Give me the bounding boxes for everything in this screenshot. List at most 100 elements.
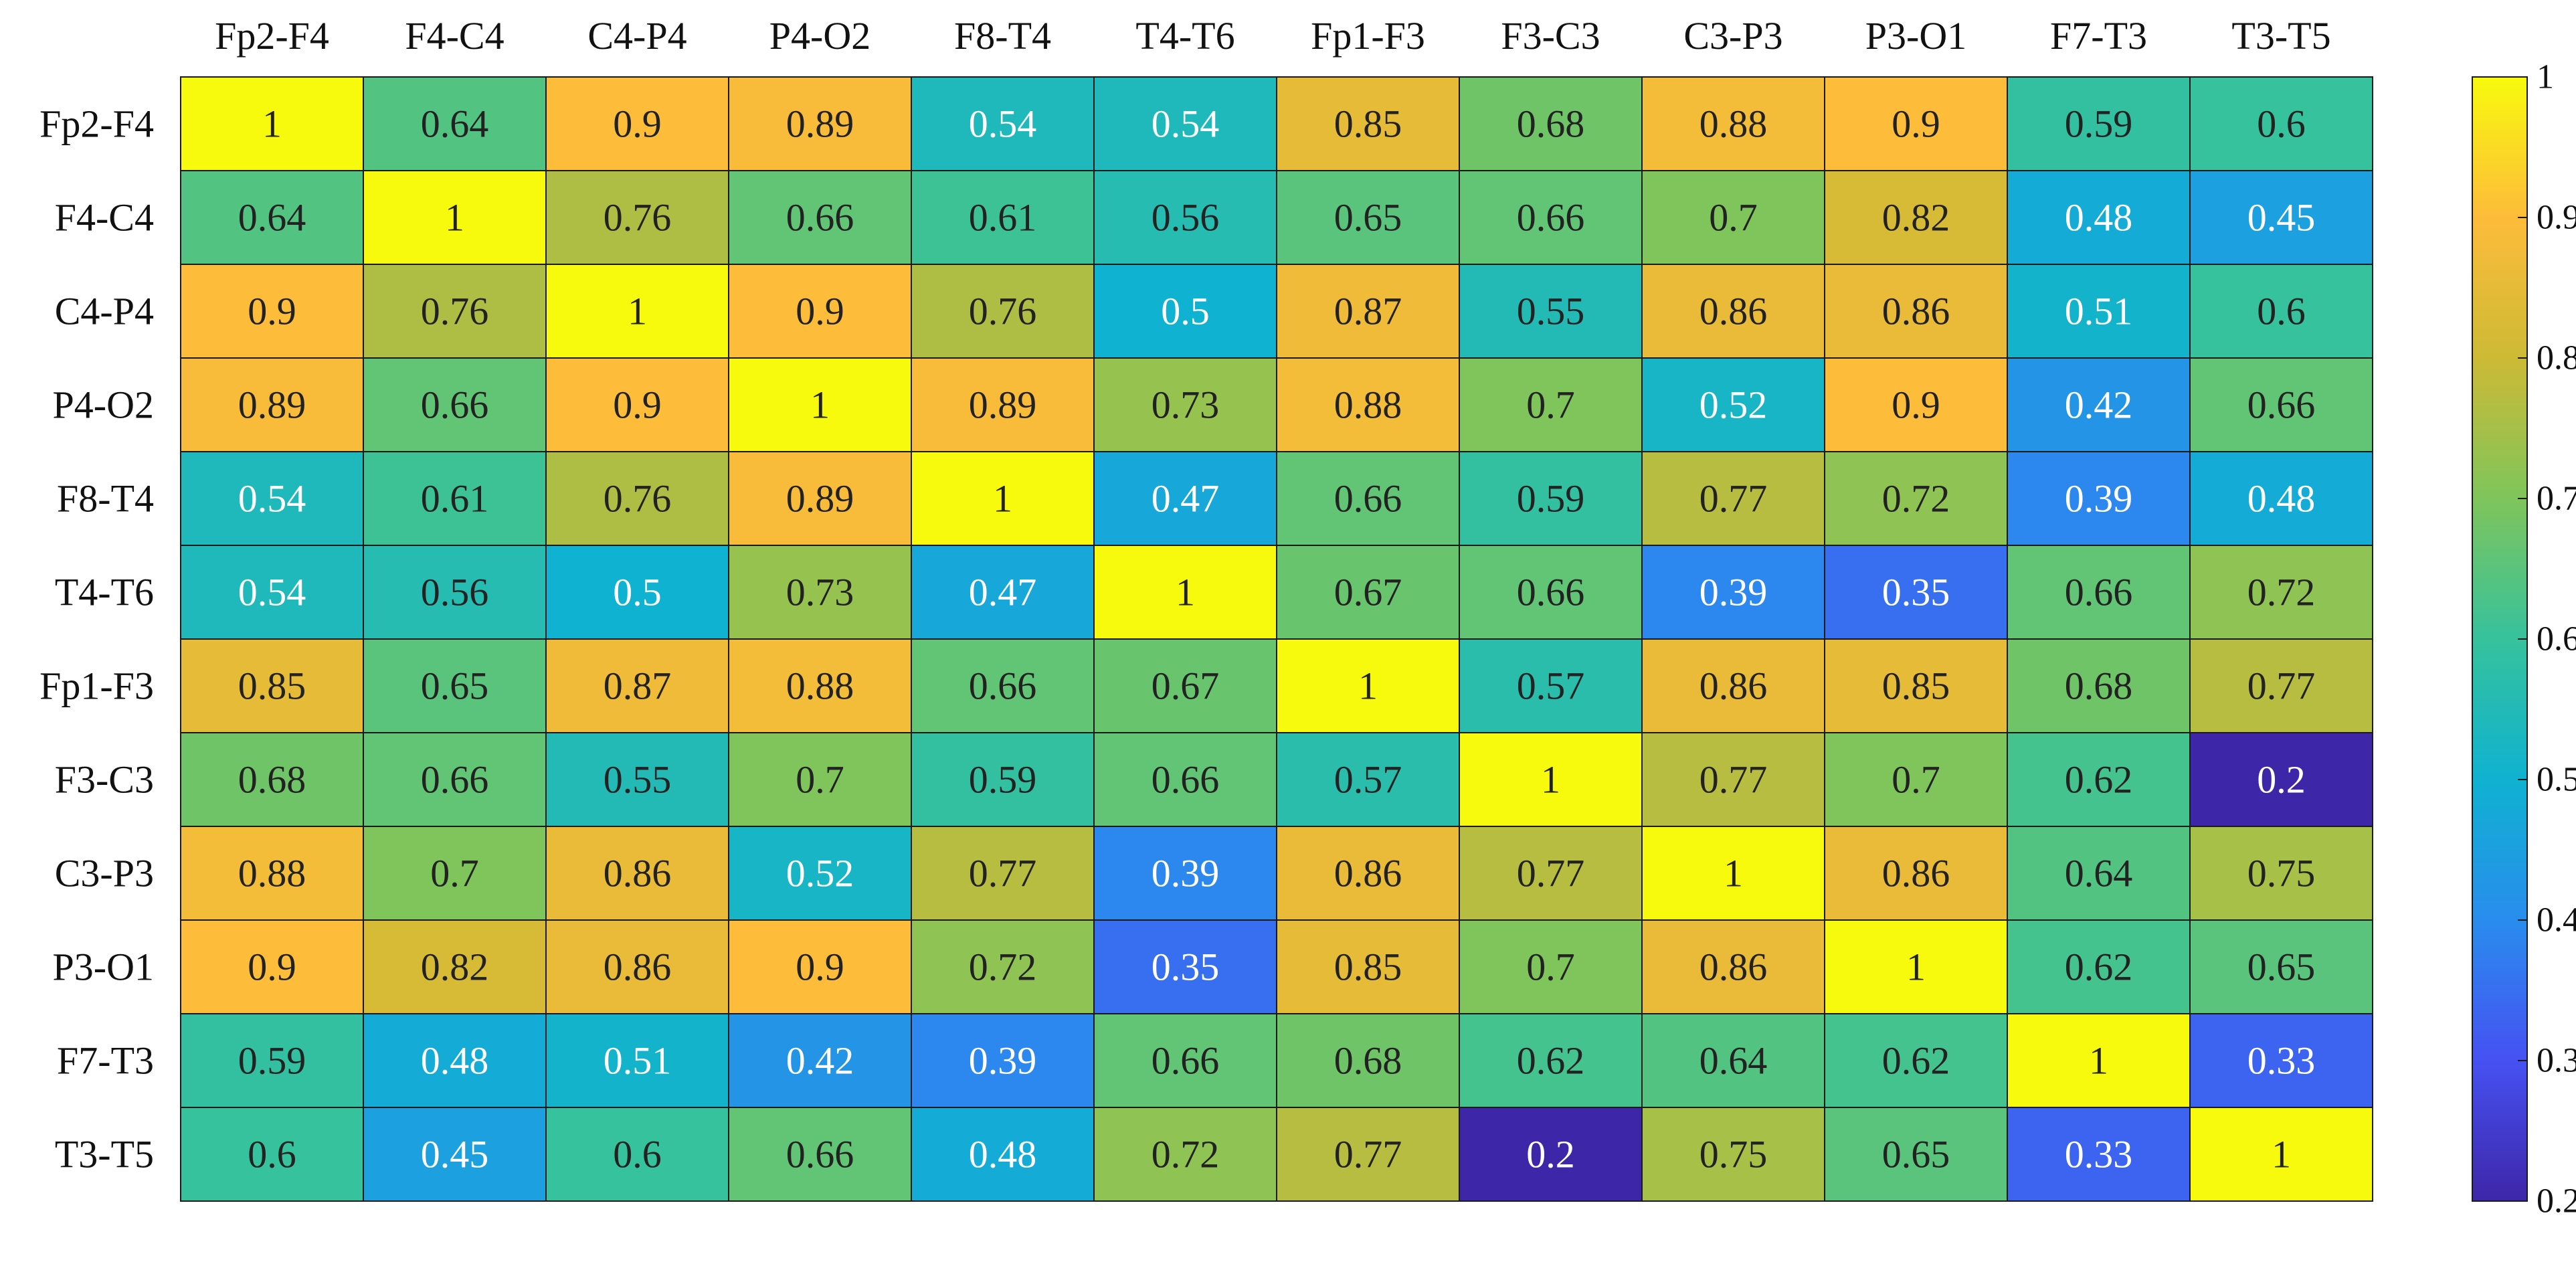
heatmap-cell — [1276, 357, 1460, 452]
heatmap-cell — [1459, 919, 1643, 1014]
heatmap-cell-value: 0.64 — [238, 196, 306, 240]
heatmap-cell-value: 0.65 — [2247, 945, 2316, 989]
heatmap-cell-value: 0.7 — [796, 758, 844, 802]
heatmap-cell-value: 0.48 — [421, 1039, 489, 1083]
heatmap-cell — [728, 919, 912, 1014]
heatmap-cell — [911, 170, 1095, 265]
heatmap-cells — [180, 76, 2373, 1202]
heatmap-cell — [1459, 545, 1643, 640]
heatmap-cell — [363, 919, 547, 1014]
heatmap-cell — [1093, 357, 1277, 452]
x-tick-label: C3-P3 — [1683, 14, 1782, 58]
heatmap-cell-value: 0.64 — [421, 102, 489, 146]
heatmap-cell — [2189, 919, 2373, 1014]
heatmap-cell — [363, 732, 547, 827]
heatmap-cell-value: 0.9 — [248, 290, 296, 333]
heatmap-cell-value: 0.62 — [1882, 1039, 1950, 1083]
heatmap-cell-value: 0.39 — [1152, 852, 1220, 895]
heatmap-cell — [1459, 76, 1643, 171]
heatmap-cell-value: 0.39 — [2065, 477, 2133, 521]
heatmap-cell — [911, 638, 1095, 733]
heatmap-cell — [180, 76, 364, 171]
heatmap-cell-value: 0.87 — [1334, 290, 1402, 333]
heatmap-cell-value: 0.35 — [1152, 945, 1220, 989]
heatmap-cell — [1276, 732, 1460, 827]
heatmap-cell — [545, 451, 729, 546]
heatmap-cell-value: 0.86 — [1334, 852, 1402, 895]
heatmap-cell-value: 0.9 — [796, 945, 844, 989]
heatmap-cell-value: 1 — [1541, 758, 1560, 802]
heatmap-cell-value: 1 — [445, 196, 464, 240]
heatmap-cell — [1641, 170, 1825, 265]
heatmap-cell-value: 0.64 — [2065, 852, 2133, 895]
x-tick-label: F4-C4 — [405, 14, 504, 58]
heatmap-cell-value: 0.55 — [1517, 290, 1585, 333]
heatmap-cell-value: 0.89 — [786, 102, 854, 146]
heatmap-cell — [1459, 451, 1643, 546]
heatmap-cell-value: 0.7 — [1709, 196, 1758, 240]
heatmap-cell-value: 0.66 — [786, 1133, 854, 1176]
heatmap-cell-value: 0.33 — [2065, 1133, 2133, 1176]
heatmap-cell-value: 0.9 — [1892, 383, 1940, 427]
heatmap-cell-value: 0.54 — [238, 477, 306, 521]
heatmap-cell-value: 0.89 — [238, 383, 306, 427]
heatmap-cell-value: 0.55 — [604, 758, 672, 802]
heatmap-cell-value: 0.73 — [786, 571, 854, 614]
y-tick-label: F3-C3 — [55, 758, 154, 802]
heatmap-cell-value: 0.42 — [2065, 383, 2133, 427]
colorbar-tick-label: 0.5 — [2537, 761, 2576, 799]
y-axis-labels: Fp2-F4 F4-C4 C4-P4 P4-O2 F8-T4 T4-T6 Fp1-F3 F3-… — [39, 102, 154, 1176]
heatmap-cell — [2189, 638, 2373, 733]
heatmap-cell — [728, 732, 912, 827]
heatmap-cell — [728, 357, 912, 452]
heatmap-cell — [363, 1107, 547, 1202]
heatmap-cell — [911, 1013, 1095, 1108]
heatmap-cell-value: 0.6 — [2257, 102, 2306, 146]
colorbar-tick-label: 0.7 — [2537, 480, 2576, 518]
heatmap-cell — [1276, 1107, 1460, 1202]
heatmap-cell — [363, 451, 547, 546]
heatmap-cell — [2007, 638, 2191, 733]
heatmap-cell-value: 0.72 — [2247, 571, 2316, 614]
heatmap-cell-value: 0.39 — [1699, 571, 1768, 614]
heatmap-cell — [2189, 1013, 2373, 1108]
colorbar-tick-label: 1 — [2537, 58, 2554, 96]
heatmap-cell — [1459, 170, 1643, 265]
heatmap-cell — [1824, 1013, 2008, 1108]
heatmap-cell-value: 0.35 — [1882, 571, 1950, 614]
heatmap-cell-value: 0.65 — [1334, 196, 1402, 240]
heatmap-cell-value: 1 — [628, 290, 647, 333]
heatmap-cell-value: 0.66 — [786, 196, 854, 240]
x-tick-label: Fp2-F4 — [215, 14, 329, 58]
heatmap-cell-value: 0.52 — [786, 852, 854, 895]
heatmap-cell — [2189, 264, 2373, 359]
heatmap-cell — [1093, 1107, 1277, 1202]
heatmap-cell-value: 0.68 — [238, 758, 306, 802]
heatmap-cell — [728, 545, 912, 640]
heatmap-cell-value: 0.68 — [1517, 102, 1585, 146]
heatmap-cell-value: 0.5 — [613, 571, 662, 614]
heatmap-cell — [2189, 732, 2373, 827]
heatmap-cell-value: 0.66 — [2065, 571, 2133, 614]
heatmap-cell-value: 0.77 — [1517, 852, 1585, 895]
heatmap-cell — [1093, 826, 1277, 921]
heatmap-cell-value: 0.86 — [604, 945, 672, 989]
heatmap-cell-value: 0.62 — [2065, 945, 2133, 989]
heatmap-cell — [1641, 451, 1825, 546]
x-tick-label: P3-O1 — [1865, 14, 1966, 58]
x-tick-label: F8-T4 — [954, 14, 1051, 58]
heatmap-cell-value: 0.76 — [969, 290, 1037, 333]
heatmap-cell-value: 0.65 — [1882, 1133, 1950, 1176]
heatmap-cell-value: 0.86 — [1699, 664, 1768, 708]
colorbar-tick-label: 0.4 — [2537, 901, 2576, 939]
heatmap-cell-labels: 1 0.64 0.9 0.89 0.54 0.54 0.85 0.68 0.88 0.9 0.59 0… — [238, 102, 2316, 1176]
heatmap-cell-value: 1 — [262, 102, 282, 146]
heatmap-cell-value: 0.61 — [969, 196, 1037, 240]
heatmap-cell — [180, 264, 364, 359]
colorbar-tick-label: 0.2 — [2537, 1182, 2576, 1220]
heatmap-cell-value: 0.66 — [1517, 196, 1585, 240]
heatmap-cell-value: 0.82 — [1882, 196, 1950, 240]
heatmap-cell — [1093, 545, 1277, 640]
heatmap-cell-value: 0.51 — [604, 1039, 672, 1083]
